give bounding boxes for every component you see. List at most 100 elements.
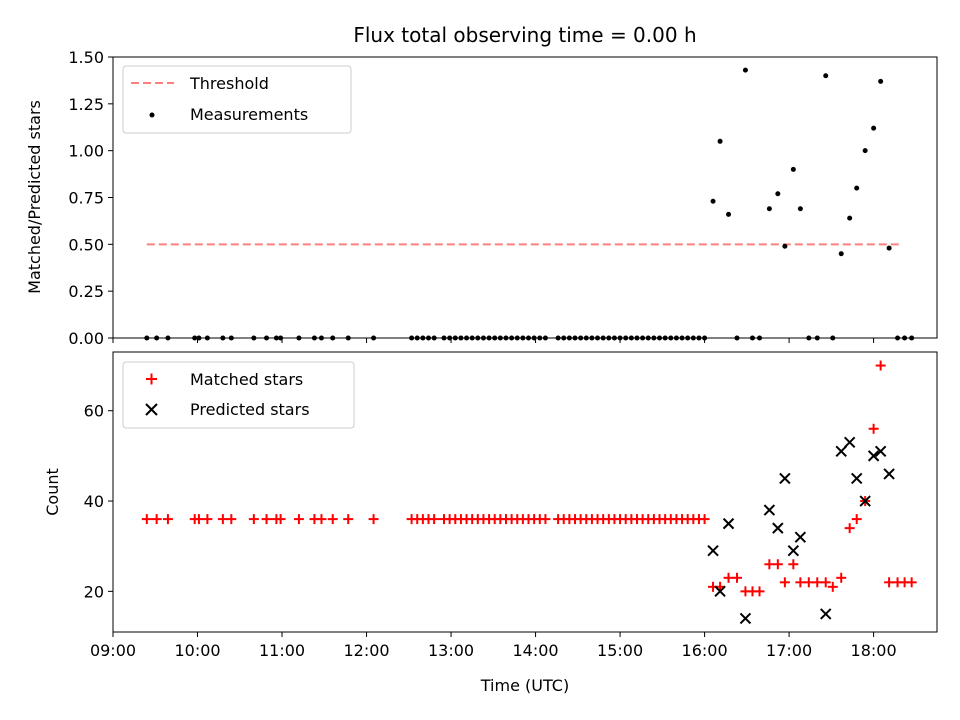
measurement-point: [572, 335, 578, 341]
matched-stars-point: [795, 577, 806, 588]
x-tick-label: 18:00: [851, 641, 897, 660]
measurement-point: [555, 335, 561, 341]
matched-stars-point: [731, 572, 742, 583]
measurement-point: [679, 335, 685, 341]
matched-stars-point: [788, 559, 799, 570]
measurement-point: [895, 335, 901, 341]
bottom-x-axis-label: Time (UTC): [480, 676, 569, 695]
measurement-point: [251, 335, 257, 341]
matched-stars-point: [827, 581, 838, 592]
predicted-stars-point: [867, 450, 880, 462]
measurement-point: [220, 335, 226, 341]
measurement-point: [330, 335, 336, 341]
x-tick-label: 13:00: [428, 641, 474, 660]
matched-stars-point: [723, 572, 734, 583]
measurement-point: [426, 335, 432, 341]
predicted-stars-point: [714, 585, 726, 598]
measurement-point: [690, 335, 696, 341]
measurement-point: [458, 335, 464, 341]
measurement-point: [228, 335, 234, 341]
predicted-stars-point: [883, 468, 895, 480]
predicted-stars-point: [787, 545, 800, 557]
legend-matched-swatch: [146, 373, 157, 385]
measurement-point: [486, 335, 492, 341]
bottom-legend: Matched stars Predicted stars: [122, 361, 355, 429]
measurement-point: [702, 335, 708, 341]
matched-stars-point: [226, 514, 237, 525]
measurement-point: [830, 335, 836, 341]
predicted-stars-point: [772, 522, 784, 534]
matched-stars-point: [151, 514, 162, 525]
legend-matched-label: Matched stars: [190, 370, 303, 389]
x-tick-label: 17:00: [766, 641, 812, 660]
measurement-point: [611, 335, 617, 341]
measurement-point: [514, 335, 520, 341]
measurement-point: [595, 335, 601, 341]
measurement-point: [710, 198, 716, 204]
y-tick-label: 40: [84, 492, 104, 511]
measurement-point: [685, 335, 691, 341]
measurement-point: [192, 335, 198, 341]
matched-stars-point: [261, 514, 272, 525]
measurement-point: [464, 335, 470, 341]
measurement-point: [264, 335, 270, 341]
measurement-point: [469, 335, 475, 341]
matched-stars-point: [327, 514, 338, 525]
legend-measurements-swatch: [149, 112, 155, 118]
bottom-x-axis: 09:00 10:00 11:00 12:00 13:00 14:00 15:00 16:00…: [90, 632, 897, 660]
bottom-y-axis: 20 40 60: [84, 402, 113, 601]
measurement-point: [296, 335, 302, 341]
predicted-stars-point: [843, 436, 856, 449]
measurement-point: [509, 335, 515, 341]
measurement-point: [480, 335, 486, 341]
measurement-point: [144, 335, 150, 341]
x-tick-label: 12:00: [343, 641, 389, 660]
measurement-point: [775, 191, 781, 197]
measurement-point: [696, 335, 702, 341]
measurement-point: [531, 335, 537, 341]
measurement-point: [757, 335, 763, 341]
matched-stars-point: [779, 577, 790, 588]
measurement-point: [589, 335, 595, 341]
y-tick-label: 0.25: [68, 282, 104, 301]
measurement-point: [797, 206, 803, 212]
y-tick-label: 0.00: [68, 329, 104, 348]
legend-measurements-label: Measurements: [190, 105, 308, 124]
bottom-chart: 20 40 60 09:00 10:00 11:00 12:00 13:00 14:00 15:…: [43, 351, 938, 695]
y-tick-label: 1.25: [68, 95, 104, 114]
top-y-axis-label: Matched/Predicted stars: [25, 100, 44, 294]
measurement-point: [447, 335, 453, 341]
matched-stars-point: [162, 514, 173, 525]
measurement-point: [634, 335, 640, 341]
measurement-point: [165, 335, 171, 341]
x-tick-label: 14:00: [513, 641, 559, 660]
matched-stars-point: [772, 559, 783, 570]
measurement-point: [497, 335, 503, 341]
measurement-point: [311, 335, 317, 341]
measurement-point: [782, 243, 788, 249]
top-chart-title: Flux total observing time = 0.00 h: [353, 23, 696, 47]
measurement-point: [909, 335, 915, 341]
legend-predicted-swatch: [145, 403, 158, 416]
measurement-point: [623, 335, 629, 341]
top-legend: Threshold Measurements: [122, 65, 352, 134]
matched-stars-point: [884, 577, 895, 588]
measurement-point: [520, 335, 526, 341]
y-tick-label: 60: [84, 402, 104, 421]
predicted-stars-point: [779, 472, 791, 485]
matched-stars-point: [844, 523, 855, 534]
bottom-plot-area: [141, 360, 917, 625]
matched-stars-point: [820, 577, 831, 588]
measurement-point: [640, 335, 646, 341]
measurement-point: [578, 335, 584, 341]
measurement-point: [537, 335, 543, 341]
matched-stars-point: [343, 514, 354, 525]
matched-stars-point: [293, 514, 304, 525]
measurement-point: [742, 67, 748, 73]
measurement-point: [409, 335, 415, 341]
measurement-point: [662, 335, 668, 341]
measurement-point: [734, 335, 740, 341]
measurement-point: [414, 335, 420, 341]
measurement-point: [345, 335, 351, 341]
measurement-point: [645, 335, 651, 341]
